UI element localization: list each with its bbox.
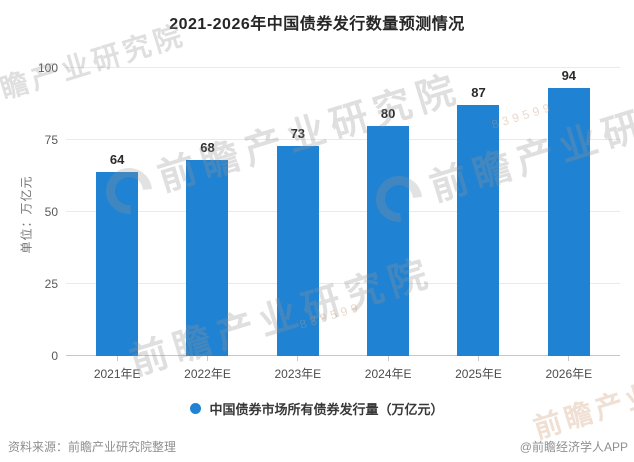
legend-marker-icon (190, 403, 202, 414)
x-tick (297, 356, 299, 361)
gridline (66, 211, 620, 212)
y-tick-label: 0 (51, 349, 58, 363)
x-axis-label: 2022年E (184, 367, 231, 381)
x-axis-cell: 2026年E (524, 356, 614, 382)
x-axis-cell: 2023年E (253, 356, 343, 382)
x-axis-cell: 2022年E (162, 356, 252, 382)
bar (367, 125, 410, 356)
gridline (66, 283, 620, 284)
y-tick-label: 25 (44, 277, 58, 291)
y-tick-label: 100 (37, 61, 58, 75)
bar-group: 64 (72, 68, 162, 356)
x-axis: 2021年E 2022年E 2023年E 2024年E 2025年E 2026年E (66, 356, 620, 382)
x-axis-label: 2021年E (93, 367, 141, 381)
bar-value-label: 80 (380, 105, 396, 121)
bar-value-label: 64 (109, 151, 125, 167)
source-note: 资料来源：前瞻产业研究院整理 (8, 440, 177, 454)
bar (547, 88, 590, 356)
legend: 中国债券市场所有债券发行量（万亿元） (0, 399, 634, 418)
bar (276, 145, 319, 356)
credit-note: @前瞻经济学人APP (519, 440, 628, 454)
bar-value-label: 94 (561, 68, 577, 83)
x-tick (116, 356, 118, 361)
x-tick (206, 356, 208, 361)
bar (96, 171, 139, 356)
bar (186, 160, 229, 356)
x-axis-cell: 2024年E (343, 356, 433, 382)
bar-group: 94 (524, 68, 614, 356)
x-tick (477, 356, 479, 361)
bar-group: 73 (253, 68, 343, 356)
bar-value-label: 68 (200, 140, 215, 156)
x-axis-label: 2025年E (455, 367, 502, 381)
x-axis-label: 2023年E (274, 367, 322, 381)
bar (457, 105, 500, 356)
legend-label: 中国债券市场所有债券发行量（万亿元） (209, 402, 444, 417)
x-axis-label: 2026年E (545, 367, 593, 381)
y-tick-label: 75 (44, 133, 58, 147)
x-tick (387, 356, 389, 361)
y-axis-labels: 0 25 50 75 100 (0, 61, 60, 363)
x-tick (568, 356, 570, 361)
x-axis-label: 2024年E (364, 367, 412, 381)
gridline (66, 67, 620, 68)
plot-area: 64 68 73 80 87 94 (66, 67, 620, 356)
bars-row: 64 68 73 80 87 94 (66, 68, 620, 356)
gridline (66, 139, 620, 140)
bar-value-label: 73 (290, 125, 306, 141)
bar-group: 80 (343, 68, 433, 356)
bar-group: 87 (433, 68, 523, 356)
x-axis-cell: 2025年E (433, 356, 523, 382)
chart-title: 2021-2026年中国债券发行数量预测情况 (169, 16, 465, 33)
gridline (66, 355, 620, 356)
bar-value-label: 87 (471, 85, 486, 101)
y-tick-label: 50 (44, 205, 58, 219)
bar-group: 68 (162, 68, 252, 356)
x-axis-cell: 2021年E (72, 356, 162, 382)
